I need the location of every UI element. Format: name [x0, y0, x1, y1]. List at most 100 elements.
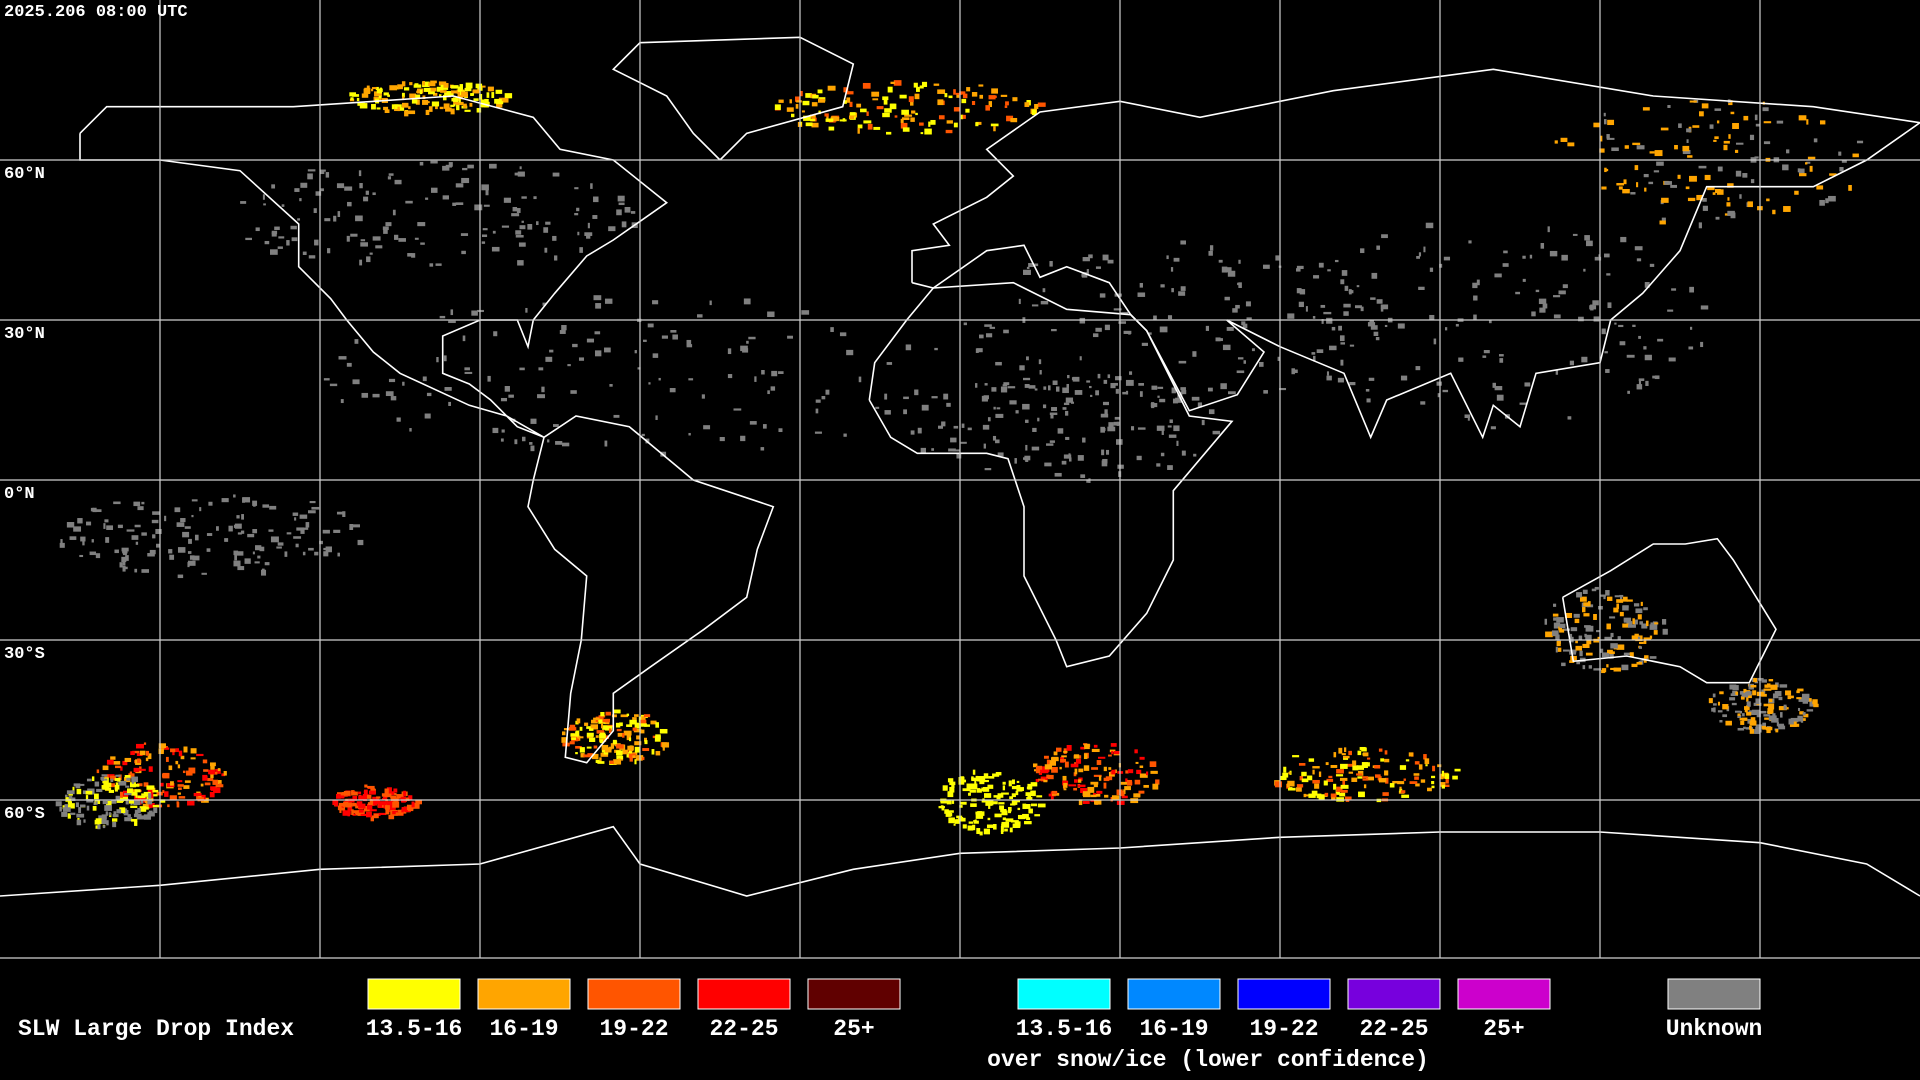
cloud-pixel: [1688, 346, 1694, 350]
cloud-pixel: [369, 809, 377, 812]
cloud-pixel: [983, 828, 990, 835]
cloud-pixel: [1689, 286, 1695, 293]
cloud-pixel: [394, 793, 397, 796]
cloud-pixel: [403, 790, 407, 797]
cloud-pixel: [875, 406, 880, 409]
cloud-pixel: [217, 768, 221, 772]
cloud-pixel: [1340, 763, 1348, 769]
cloud-pixel: [496, 101, 503, 108]
cloud-pixel: [1585, 625, 1594, 632]
cloud-pixel: [101, 814, 107, 820]
cloud-pixel: [1745, 691, 1750, 696]
cloud-pixel: [60, 539, 63, 544]
cloud-pixel: [299, 514, 308, 519]
cloud-pixel: [1360, 306, 1364, 312]
cloud-pixel: [336, 183, 345, 189]
cloud-pixel: [686, 344, 693, 348]
cloud-pixel: [450, 108, 455, 115]
cloud-pixel: [472, 89, 481, 94]
cloud-pixel: [544, 247, 548, 253]
cloud-pixel: [1037, 803, 1046, 808]
cloud-pixel: [1043, 755, 1049, 759]
cloud-pixel: [135, 792, 138, 798]
cloud-pixel: [390, 396, 397, 401]
cloud-pixel: [583, 754, 591, 758]
cloud-pixel: [1303, 793, 1307, 798]
cloud-pixel: [127, 814, 131, 817]
cloud-pixel: [1026, 817, 1031, 821]
cloud-pixel: [1601, 652, 1610, 658]
cloud-pixel: [995, 439, 1000, 444]
cloud-pixel: [962, 93, 968, 99]
cloud-pixel: [66, 522, 75, 528]
cloud-pixel: [1768, 715, 1777, 721]
cloud-pixel: [1282, 772, 1289, 778]
cloud-pixel: [83, 819, 86, 823]
cloud-pixel: [1078, 777, 1083, 781]
cloud-pixel: [1321, 319, 1324, 324]
cloud-pixel: [284, 551, 288, 557]
cloud-pixel: [1441, 785, 1445, 789]
cloud-pixel: [628, 753, 636, 759]
cloud-pixel: [941, 421, 946, 427]
cloud-pixel: [346, 362, 352, 367]
cloud-pixel: [1043, 779, 1048, 783]
cloud-pixel: [224, 538, 229, 542]
cloud-pixel: [1743, 115, 1749, 121]
cloud-pixel: [485, 189, 489, 196]
cloud-pixel: [905, 344, 912, 351]
cloud-pixel: [1318, 794, 1325, 800]
cloud-pixel: [1156, 425, 1165, 431]
cloud-pixel: [602, 718, 611, 723]
cloud-pixel: [1001, 823, 1004, 830]
cloud-pixel: [1125, 778, 1128, 784]
cloud-pixel: [1333, 783, 1337, 790]
cloud-pixel: [1104, 794, 1109, 798]
cloud-pixel: [913, 82, 918, 88]
cloud-pixel: [1627, 390, 1630, 394]
cloud-pixel: [803, 115, 811, 121]
cloud-pixel: [358, 170, 362, 177]
cloud-pixel: [430, 80, 437, 84]
cloud-pixel: [1343, 303, 1351, 308]
cloud-pixel: [91, 539, 94, 543]
cloud-pixel: [1464, 414, 1471, 418]
cloud-pixel: [1403, 778, 1406, 781]
cloud-pixel: [384, 109, 390, 114]
cloud-pixel: [240, 530, 245, 534]
cloud-pixel: [1616, 603, 1620, 609]
cloud-pixel: [76, 813, 85, 818]
cloud-pixel: [1129, 371, 1133, 375]
cloud-pixel: [1763, 121, 1772, 124]
cloud-pixel: [626, 752, 629, 758]
cloud-pixel: [1237, 282, 1242, 286]
cloud-pixel: [394, 104, 402, 109]
cloud-pixel: [1159, 326, 1168, 333]
cloud-pixel: [1632, 324, 1636, 327]
cloud-pixel: [1376, 299, 1383, 304]
cloud-pixel: [593, 196, 599, 203]
cloud-pixel: [1074, 762, 1077, 765]
coastline: [527, 415, 775, 764]
cloud-pixel: [965, 108, 970, 113]
cloud-pixel: [442, 165, 450, 171]
cloud-pixel: [1734, 710, 1741, 713]
cloud-pixel: [1080, 788, 1088, 793]
cloud-pixel: [112, 821, 117, 828]
cloud-pixel: [494, 98, 502, 104]
cloud-pixel: [662, 744, 665, 751]
cloud-pixel: [1035, 778, 1040, 782]
cloud-pixel: [1298, 763, 1306, 766]
cloud-pixel: [1068, 784, 1077, 787]
cloud-pixel: [1107, 374, 1111, 379]
cloud-pixel: [1035, 765, 1043, 770]
cloud-pixel: [359, 183, 363, 189]
cloud-pixel: [1628, 624, 1636, 628]
cloud-pixel: [1551, 630, 1559, 636]
cloud-pixel: [642, 748, 650, 752]
cloud-pixel: [1326, 317, 1333, 324]
cloud-pixel: [1110, 797, 1113, 802]
cloud-pixel: [613, 709, 621, 714]
cloud-pixel: [1623, 179, 1627, 185]
